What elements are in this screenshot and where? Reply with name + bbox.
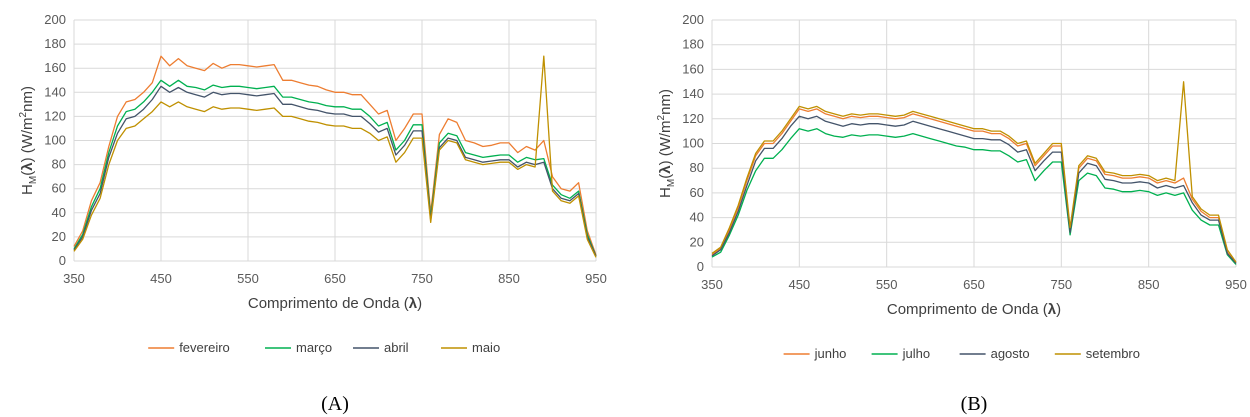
series-line-setembro <box>711 81 1237 263</box>
y-tick-label: 120 <box>44 108 66 123</box>
legend-label: março <box>296 340 332 355</box>
x-axis-title: Comprimento de Onda (λ) <box>887 301 1061 318</box>
legend-label: abril <box>384 340 409 355</box>
x-tick-label: 450 <box>150 271 172 286</box>
legend-label: julho <box>902 346 930 361</box>
y-tick-label: 0 <box>697 259 704 274</box>
y-tick-label: 100 <box>44 133 66 148</box>
y-tick-label: 120 <box>682 111 704 126</box>
y-tick-label: 60 <box>690 185 704 200</box>
y-tick-label: 20 <box>52 229 66 244</box>
x-tick-label: 450 <box>788 277 810 292</box>
x-tick-label: 550 <box>876 277 898 292</box>
x-tick-label: 850 <box>498 271 520 286</box>
legend-label: junho <box>814 346 847 361</box>
y-tick-label: 180 <box>682 37 704 52</box>
x-tick-label: 750 <box>411 271 433 286</box>
x-tick-label: 650 <box>963 277 985 292</box>
x-tick-label: 950 <box>1225 277 1247 292</box>
chart-b: 0 20 40 60 80 100 120 140 160 180 200 350 450 550 650 7… <box>656 12 1247 415</box>
x-tick-label: 950 <box>585 271 607 286</box>
x-tick-label: 350 <box>701 277 723 292</box>
y-tick-label: 180 <box>44 36 66 51</box>
y-tick-label: 140 <box>44 84 66 99</box>
x-tick-label: 750 <box>1050 277 1072 292</box>
y-axis-title: HM(λ) (W/m2nm) <box>656 89 677 198</box>
y-tick-label: 200 <box>44 12 66 27</box>
y-tick-label: 40 <box>52 205 66 220</box>
series-line-fevereiro <box>73 55 597 256</box>
legend-label: fevereiro <box>179 340 230 355</box>
y-tick-label: 160 <box>44 60 66 75</box>
series-line-março <box>73 79 597 257</box>
series-line-julho <box>711 128 1237 265</box>
x-tick-label: 850 <box>1138 277 1160 292</box>
y-tick-label: 200 <box>682 12 704 27</box>
y-tick-label: 80 <box>690 160 704 175</box>
legend-label: setembro <box>1086 346 1140 361</box>
legend-label: agosto <box>991 346 1030 361</box>
y-axis-title: HM(λ) (W/m2nm) <box>18 86 39 195</box>
y-tick-label: 40 <box>690 210 704 225</box>
figure-caption: (A) <box>321 393 349 415</box>
figure-caption: (B) <box>961 393 988 415</box>
y-tick-label: 20 <box>690 234 704 249</box>
x-tick-label: 350 <box>63 271 85 286</box>
legend-label: maio <box>472 340 500 355</box>
y-tick-label: 0 <box>59 253 66 268</box>
series-line-maio <box>73 55 597 258</box>
x-tick-label: 550 <box>237 271 259 286</box>
y-tick-label: 140 <box>682 86 704 101</box>
series-line-abril <box>73 85 597 257</box>
y-tick-label: 60 <box>52 181 66 196</box>
series-line-junho <box>711 108 1237 264</box>
x-axis-title: Comprimento de Onda (λ) <box>248 295 422 312</box>
y-tick-label: 160 <box>682 61 704 76</box>
x-tick-label: 650 <box>324 271 346 286</box>
chart-a: 0 20 40 60 80 100 120 140 160 180 200 350 450 550 650 7… <box>18 12 607 415</box>
y-tick-label: 80 <box>52 157 66 172</box>
series-line-agosto <box>711 115 1237 264</box>
y-tick-label: 100 <box>682 136 704 151</box>
